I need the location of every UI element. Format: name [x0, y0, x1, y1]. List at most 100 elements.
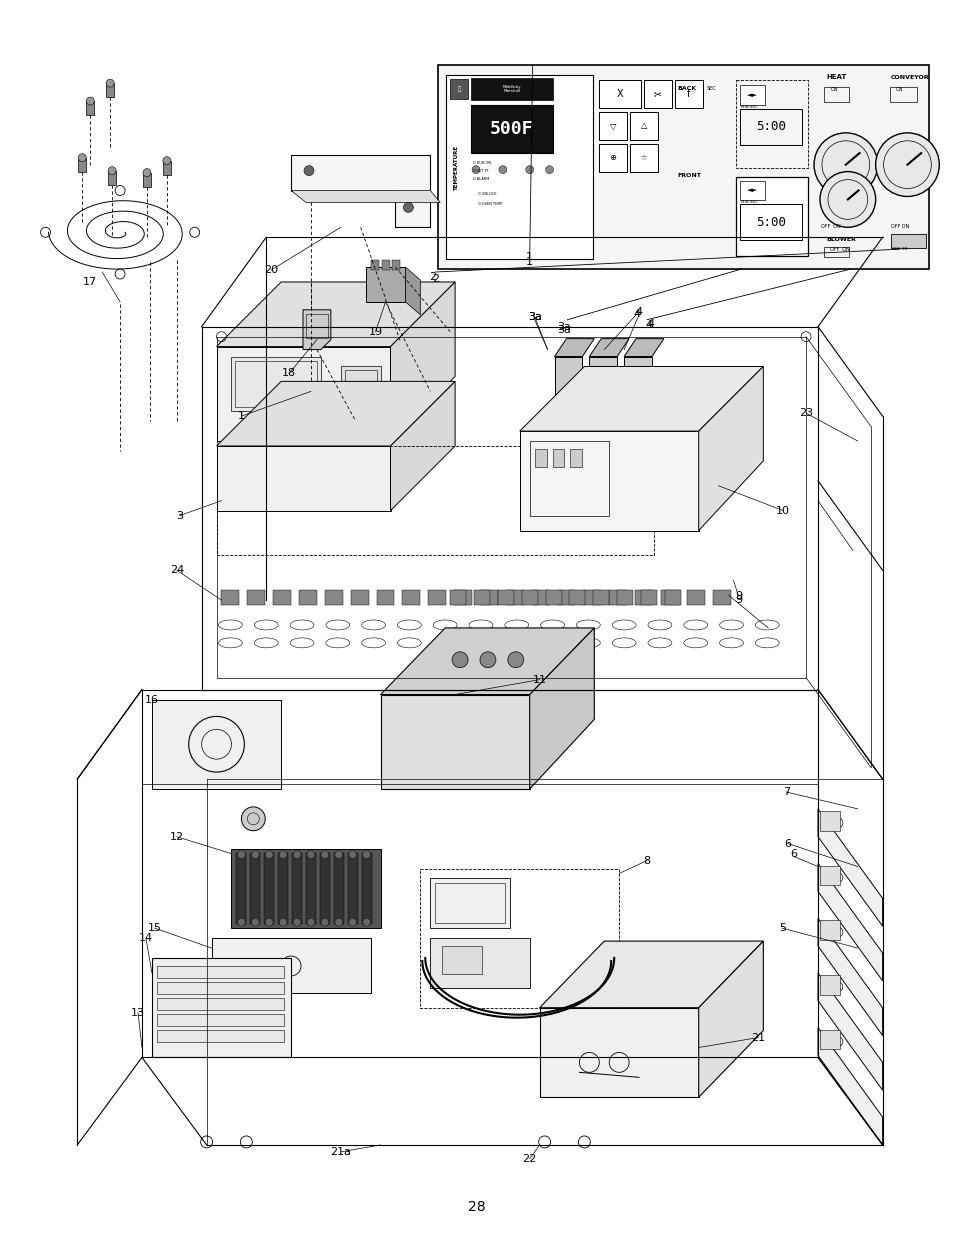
Text: 1: 1 [237, 411, 245, 421]
Circle shape [279, 919, 287, 926]
Bar [823, 247, 848, 257]
Text: ✂: ✂ [653, 89, 661, 99]
Polygon shape [589, 338, 628, 357]
Text: ☆: ☆ [640, 154, 646, 161]
Polygon shape [273, 590, 291, 605]
Polygon shape [698, 941, 762, 1097]
Ellipse shape [469, 638, 493, 648]
Circle shape [241, 806, 265, 831]
Polygon shape [405, 267, 420, 315]
Text: 24: 24 [170, 566, 184, 576]
Text: OFF  ON: OFF ON [829, 247, 849, 252]
Ellipse shape [647, 638, 671, 648]
Text: 4: 4 [635, 306, 642, 317]
Text: 3a: 3a [557, 325, 571, 335]
Bar [471, 78, 552, 100]
Polygon shape [216, 446, 390, 510]
Ellipse shape [576, 620, 599, 630]
Bar [392, 261, 400, 270]
Text: 10: 10 [776, 505, 789, 516]
Polygon shape [817, 863, 882, 981]
Circle shape [349, 919, 356, 926]
Bar [348, 852, 357, 924]
Text: 21: 21 [751, 1032, 764, 1042]
Ellipse shape [218, 620, 242, 630]
Polygon shape [660, 590, 679, 605]
Bar [319, 852, 330, 924]
Text: 9: 9 [734, 592, 741, 601]
Circle shape [320, 919, 329, 926]
Text: 3a: 3a [527, 311, 541, 322]
Bar [598, 143, 626, 172]
Bar [334, 852, 343, 924]
Text: ON: ON [830, 86, 838, 91]
Bar [820, 1030, 839, 1050]
Ellipse shape [647, 620, 671, 630]
Text: 28: 28 [468, 1199, 485, 1214]
Polygon shape [623, 338, 663, 357]
Polygon shape [402, 590, 420, 605]
Ellipse shape [719, 620, 742, 630]
Polygon shape [390, 382, 455, 510]
Bar [820, 974, 839, 994]
Polygon shape [291, 190, 439, 203]
Text: 4: 4 [633, 309, 640, 319]
Polygon shape [303, 310, 331, 350]
Bar [278, 852, 288, 924]
Bar [888, 88, 917, 103]
Text: 11: 11 [532, 674, 546, 684]
Polygon shape [152, 699, 281, 789]
Polygon shape [351, 590, 368, 605]
Polygon shape [380, 694, 529, 789]
Polygon shape [545, 590, 561, 605]
Polygon shape [454, 590, 472, 605]
Circle shape [507, 652, 523, 668]
Circle shape [106, 79, 114, 88]
Bar [890, 235, 925, 248]
Bar [823, 88, 848, 103]
Text: 18: 18 [282, 368, 295, 378]
Circle shape [875, 133, 939, 196]
Bar [236, 852, 246, 924]
Text: FRONT: FRONT [677, 173, 700, 178]
Ellipse shape [576, 638, 599, 648]
Ellipse shape [433, 638, 456, 648]
Text: 17: 17 [83, 277, 97, 287]
Text: OFF ON: OFF ON [890, 224, 909, 228]
Polygon shape [593, 590, 609, 605]
Bar [306, 852, 315, 924]
Polygon shape [390, 282, 455, 441]
Polygon shape [686, 590, 704, 605]
Polygon shape [623, 357, 651, 394]
Bar [430, 878, 509, 929]
Polygon shape [505, 590, 523, 605]
Bar [235, 362, 316, 408]
Bar [163, 161, 171, 174]
Circle shape [251, 851, 259, 858]
Text: BACK: BACK [677, 85, 696, 90]
Circle shape [237, 851, 245, 858]
Ellipse shape [361, 638, 385, 648]
Polygon shape [216, 347, 390, 441]
Ellipse shape [612, 620, 636, 630]
Ellipse shape [433, 620, 456, 630]
Text: 6: 6 [784, 839, 791, 848]
Ellipse shape [612, 638, 636, 648]
Polygon shape [221, 590, 239, 605]
Polygon shape [589, 357, 617, 394]
Text: 3a: 3a [557, 321, 571, 332]
Text: O ALARM: O ALARM [473, 177, 489, 180]
Text: f: f [686, 89, 690, 99]
Text: BLOWER: BLOWER [825, 237, 855, 242]
Polygon shape [152, 958, 291, 1057]
Polygon shape [712, 590, 730, 605]
Bar [306, 314, 328, 337]
Bar [370, 261, 378, 270]
Bar [740, 205, 801, 241]
Text: 14: 14 [139, 934, 152, 944]
Circle shape [349, 851, 356, 858]
Text: Middleby
Marshall: Middleby Marshall [502, 85, 520, 94]
Polygon shape [640, 590, 657, 605]
Text: MIN SEC: MIN SEC [740, 200, 758, 205]
Text: 12: 12 [170, 831, 184, 842]
